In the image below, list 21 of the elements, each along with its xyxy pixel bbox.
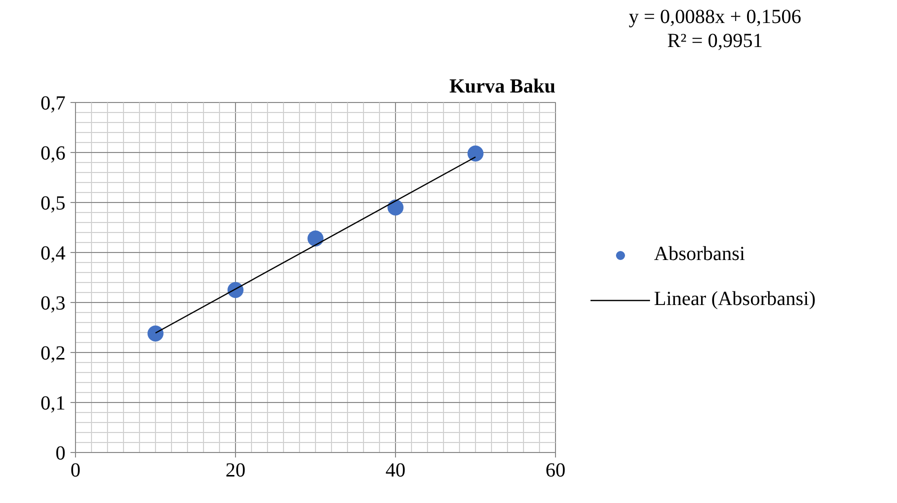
- y-tick-label: 0,4: [40, 242, 66, 264]
- y-tick-label: 0,1: [40, 392, 66, 414]
- y-tick-label: 0,6: [40, 142, 66, 164]
- y-tick-label: 0: [56, 442, 66, 464]
- point: [468, 146, 484, 162]
- x-tick-label: 60: [546, 460, 566, 482]
- text: R² = 0,9951: [667, 30, 763, 52]
- x-tick-label: 40: [386, 460, 406, 482]
- chart-title: Kurva Baku: [449, 76, 556, 98]
- y-tick-label: 0,2: [40, 342, 66, 364]
- legend-label: Linear (Absorbansi): [654, 288, 816, 311]
- text: y = 0,0088x + 0,1506: [628, 6, 802, 28]
- y-tick-label: 0,5: [40, 192, 66, 214]
- x-tick-label: 20: [226, 460, 246, 482]
- legend-label: Absorbansi: [654, 243, 746, 266]
- point: [148, 326, 164, 342]
- y-tick-label: 0,3: [40, 292, 66, 314]
- point: [308, 230, 324, 246]
- point: [388, 200, 404, 216]
- y-tick-label: 0,7: [40, 92, 66, 114]
- x-tick-label: 0: [70, 460, 80, 482]
